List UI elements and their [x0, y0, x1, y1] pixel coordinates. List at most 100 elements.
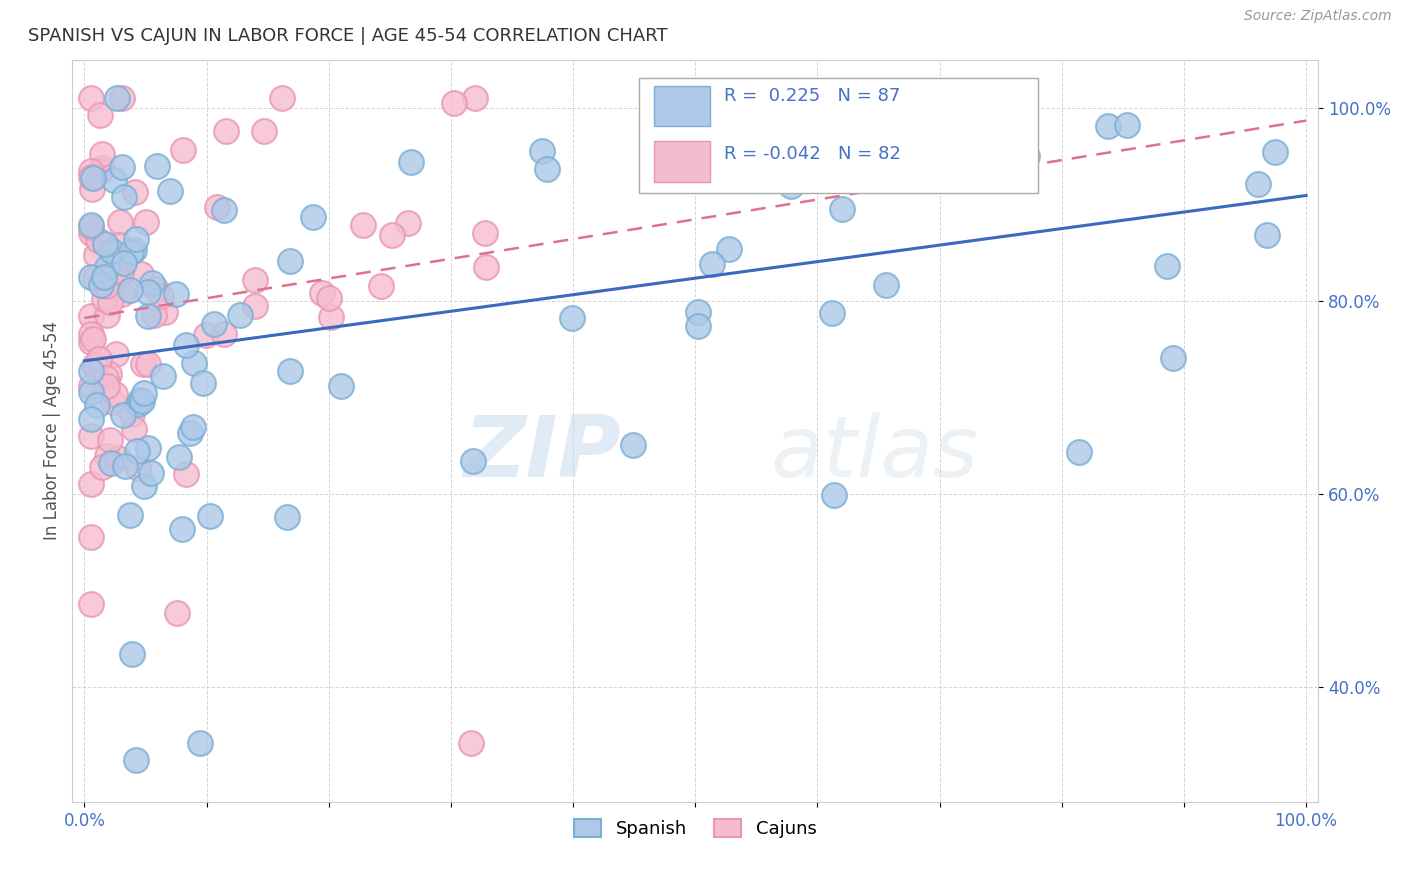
- Point: [271, 91, 294, 105]
- Point: [127, 461, 149, 475]
- Point: [136, 357, 159, 371]
- Point: [136, 441, 159, 455]
- Point: [179, 425, 201, 440]
- Point: [181, 419, 204, 434]
- Point: [174, 467, 197, 481]
- Point: [84, 358, 107, 372]
- Point: [120, 244, 142, 259]
- Point: [86, 398, 108, 412]
- Point: [96, 379, 118, 393]
- Point: [100, 267, 122, 281]
- Point: [679, 143, 702, 157]
- Point: [1264, 145, 1286, 159]
- Point: [243, 299, 266, 313]
- Point: [124, 185, 146, 199]
- Point: [107, 451, 129, 466]
- Point: [823, 488, 845, 502]
- Point: [136, 285, 159, 300]
- Point: [80, 182, 103, 196]
- Point: [464, 91, 486, 105]
- Point: [1256, 228, 1278, 243]
- Point: [717, 243, 740, 257]
- Point: [129, 393, 152, 408]
- Point: [621, 438, 644, 452]
- Point: [686, 305, 709, 319]
- Point: [122, 244, 145, 258]
- Point: [101, 279, 124, 293]
- Point: [129, 267, 152, 281]
- Point: [278, 254, 301, 268]
- Point: [443, 95, 465, 110]
- Point: [79, 219, 101, 233]
- Point: [79, 309, 101, 323]
- Point: [146, 159, 169, 173]
- Point: [831, 202, 853, 216]
- FancyBboxPatch shape: [654, 86, 710, 127]
- Point: [79, 334, 101, 349]
- Point: [132, 479, 155, 493]
- Point: [875, 278, 897, 293]
- Point: [110, 265, 132, 279]
- Point: [215, 124, 238, 138]
- Point: [91, 146, 114, 161]
- Point: [124, 422, 146, 436]
- Point: [145, 282, 167, 296]
- Point: [82, 332, 104, 346]
- Point: [104, 387, 127, 401]
- Point: [79, 530, 101, 544]
- Point: [98, 433, 121, 447]
- Point: [80, 270, 103, 285]
- Point: [311, 285, 333, 300]
- Point: [91, 459, 114, 474]
- Point: [111, 160, 134, 174]
- Point: [131, 357, 153, 371]
- Point: [172, 143, 194, 157]
- Point: [159, 184, 181, 198]
- Legend: Spanish, Cajuns: Spanish, Cajuns: [567, 812, 824, 846]
- Text: ZIP: ZIP: [463, 412, 620, 495]
- Point: [136, 310, 159, 324]
- Point: [94, 237, 117, 252]
- Point: [94, 278, 117, 293]
- Point: [93, 293, 115, 307]
- Point: [214, 327, 236, 342]
- Point: [108, 237, 131, 252]
- Point: [399, 155, 422, 169]
- Point: [79, 220, 101, 235]
- Text: Source: ZipAtlas.com: Source: ZipAtlas.com: [1244, 9, 1392, 23]
- Point: [1156, 259, 1178, 273]
- Point: [89, 164, 111, 178]
- Point: [111, 91, 134, 105]
- Point: [183, 356, 205, 370]
- Point: [198, 509, 221, 524]
- Point: [688, 319, 710, 334]
- Point: [460, 736, 482, 750]
- Point: [125, 443, 148, 458]
- Point: [321, 310, 343, 324]
- Point: [474, 226, 496, 240]
- Point: [153, 305, 176, 319]
- Point: [110, 215, 132, 229]
- Point: [112, 190, 135, 204]
- Point: [302, 210, 325, 224]
- Point: [370, 279, 392, 293]
- Point: [135, 215, 157, 229]
- Point: [1116, 118, 1139, 132]
- Point: [150, 289, 173, 303]
- FancyBboxPatch shape: [654, 141, 710, 182]
- Point: [1161, 351, 1184, 365]
- Point: [1247, 177, 1270, 191]
- Point: [821, 306, 844, 320]
- Point: [700, 257, 723, 271]
- Point: [188, 736, 211, 750]
- Point: [276, 510, 298, 524]
- Point: [191, 376, 214, 390]
- Point: [84, 248, 107, 262]
- Point: [79, 169, 101, 184]
- Point: [463, 453, 485, 467]
- Point: [120, 283, 142, 297]
- Point: [90, 161, 112, 175]
- Point: [132, 385, 155, 400]
- Point: [166, 606, 188, 620]
- Point: [111, 287, 134, 301]
